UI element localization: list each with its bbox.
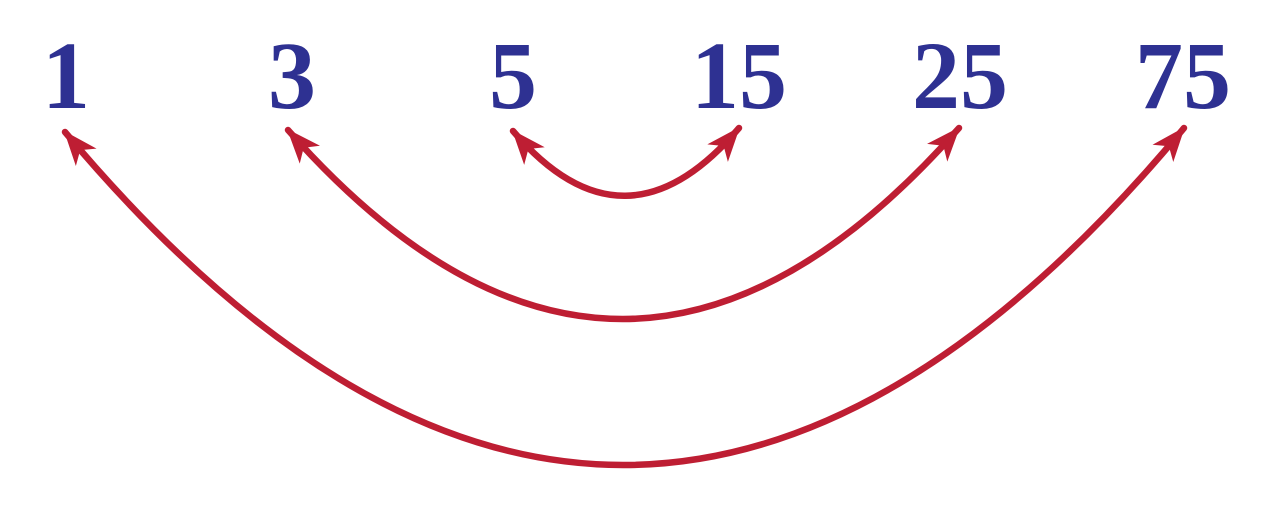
factor-label-25: 25 [912,22,1008,129]
arc-pair-3-25 [284,124,963,323]
factor-label-3: 3 [268,22,316,129]
arc-pair-1-75 [61,124,1188,469]
factor-label-15: 15 [691,22,787,129]
arc-pair-5-15 [509,124,743,199]
factor-label-75: 75 [1135,22,1231,129]
factor-label-1: 1 [42,22,90,129]
factor-label-5: 5 [489,22,537,129]
